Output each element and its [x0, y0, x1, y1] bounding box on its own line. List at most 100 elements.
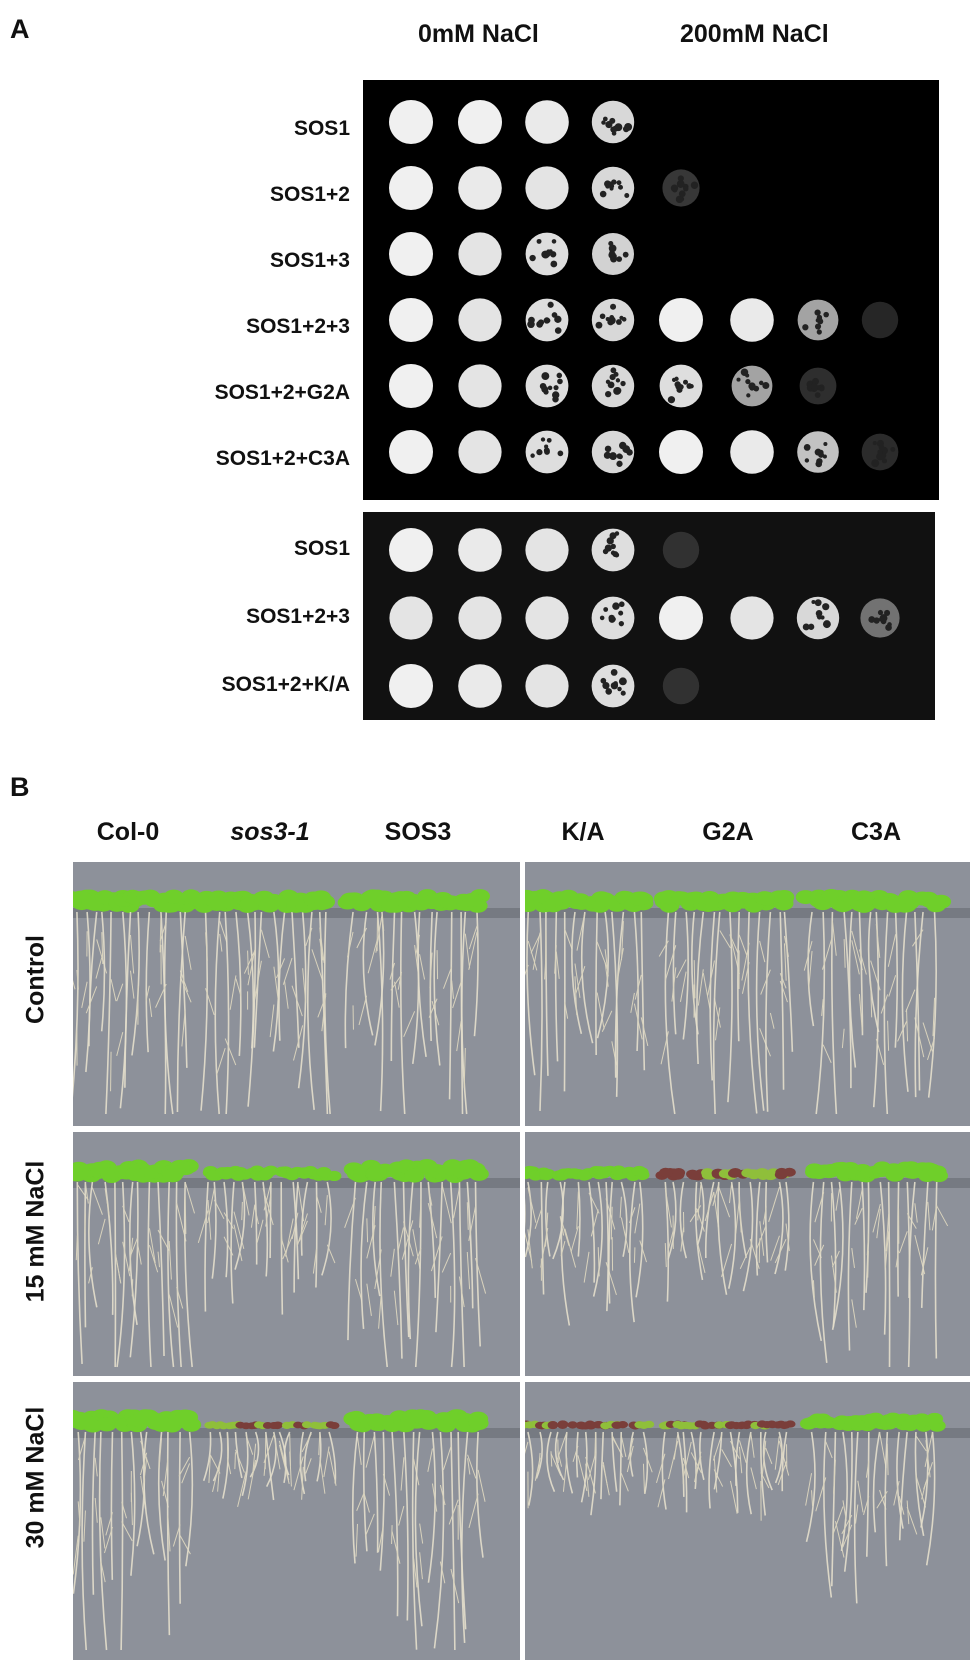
yeast-spot-texture [543, 389, 549, 395]
seedling-root [664, 911, 676, 1115]
yeast-spot-texture [618, 601, 625, 608]
seedling-root [867, 911, 880, 1033]
yeast-spot-texture [609, 117, 616, 124]
seedling-root-branch [181, 1463, 191, 1484]
seedling-root-branch [620, 1435, 627, 1457]
seedling-root [672, 911, 677, 1035]
seedling-root-branch [305, 927, 313, 947]
seedling-root [676, 1431, 685, 1497]
seedling-root-branch [323, 1446, 330, 1478]
seedling-root-branch [319, 1457, 326, 1494]
yeast-spot-texture [816, 316, 823, 322]
seedling-root-branch [575, 965, 586, 994]
seedling-root-branch [448, 1499, 459, 1525]
seedling-root-branch [234, 1452, 236, 1470]
seedling-root-branch [664, 1243, 667, 1268]
seedling-root [104, 1181, 114, 1315]
seedling-root [411, 1431, 418, 1650]
seedling-root-branch [906, 1506, 918, 1535]
seedling-root-branch [843, 939, 846, 968]
yeast-spot-texture [553, 385, 559, 391]
seedling-root [224, 911, 230, 1115]
seedling-leaf [631, 1165, 647, 1177]
seedling-root-branch [139, 1452, 148, 1476]
seedling-root-branch [207, 1199, 212, 1240]
seedling-root-branch [525, 1441, 529, 1455]
seed-line [525, 908, 970, 918]
seedling-root [293, 1181, 299, 1293]
yeast-spot-texture [674, 376, 679, 382]
seedling-root-branch [234, 1449, 245, 1473]
seedling-root-branch [931, 1204, 938, 1231]
seedling-root-branch [671, 967, 677, 1002]
yeast-spot [389, 596, 433, 640]
seedling-root-branch [155, 983, 167, 1008]
seedling-root-branch [254, 1207, 259, 1225]
yeast-spot-texture [550, 260, 558, 268]
yeast-spot-texture [878, 444, 885, 450]
yeast-spot-texture [676, 180, 685, 188]
seedling-root [784, 1181, 790, 1271]
yeast-spot-texture [605, 688, 613, 695]
yeast-spot-texture [811, 600, 816, 605]
seedling-root-branch [712, 1434, 723, 1461]
yeast-spot [525, 166, 569, 210]
seedling-root-branch [762, 1206, 767, 1225]
strain-label: SOS1 [293, 537, 350, 560]
seedling-root-branch [77, 1436, 86, 1461]
yeast-spot-texture [610, 669, 618, 676]
yeast-spot [662, 667, 700, 705]
seedling-root-branch [920, 1247, 929, 1276]
seedling-column-header: sos3-1 [230, 818, 310, 846]
seedling-root-branch [755, 1224, 767, 1251]
seedling-root-branch [532, 932, 541, 970]
seedling-root-branch [875, 1038, 885, 1065]
seedling-root [427, 1181, 437, 1298]
seedling-root [807, 911, 815, 1027]
seedling-root-branch [284, 1218, 294, 1257]
seedling-root-branch [241, 1182, 250, 1216]
seedling-root [299, 1431, 306, 1495]
seedling-root [280, 1181, 284, 1315]
yeast-spot-texture [746, 393, 751, 398]
seedling-root-branch [835, 1189, 840, 1211]
seedling-root [840, 1431, 848, 1552]
seedling-column-header: C3A [850, 818, 901, 846]
seedling-root-branch [145, 985, 150, 1002]
yeast-spot [389, 232, 433, 276]
yeast-spot-texture [618, 441, 627, 450]
seedling-root [249, 1431, 260, 1478]
yeast-spot-texture [749, 385, 755, 391]
seedling-leaf [547, 1421, 559, 1429]
seedling-root-branch [634, 974, 642, 1000]
panel-a-letter: A [10, 14, 30, 44]
seedling-leaf [525, 1421, 529, 1429]
yeast-spot [458, 166, 502, 210]
seedling-root-branch [85, 986, 98, 1014]
seedling-root [934, 1181, 938, 1359]
seedling-root [861, 1181, 866, 1311]
yeast-spot-texture [877, 609, 884, 616]
seedling-root-branch [208, 1455, 211, 1483]
seedling-root-branch [235, 978, 242, 997]
yeast-spot-texture [674, 381, 681, 388]
yeast-spot-texture [618, 610, 624, 616]
seedling-root-branch [729, 934, 739, 953]
seedling-root [147, 1181, 152, 1368]
seedling-root-branch [721, 1449, 732, 1468]
yeast-spot-texture [683, 186, 689, 192]
seedling-leaf [576, 1170, 592, 1181]
seedling-root [619, 1431, 623, 1506]
seedling-root [783, 911, 794, 1052]
seedling-root-branch [673, 1434, 679, 1460]
seedling-root-branch [879, 1431, 887, 1469]
seedling-root-branch [159, 914, 162, 953]
seedling-root-branch [326, 1244, 336, 1264]
yeast-spot-texture [816, 613, 821, 619]
seedling-leaf [617, 1421, 629, 1429]
seedling-root-branch [779, 972, 787, 989]
seedling-root-branch [252, 1443, 257, 1472]
seedling-root-branch [730, 1440, 740, 1459]
seedling-root [588, 1181, 596, 1283]
yeast-spot [525, 596, 569, 640]
